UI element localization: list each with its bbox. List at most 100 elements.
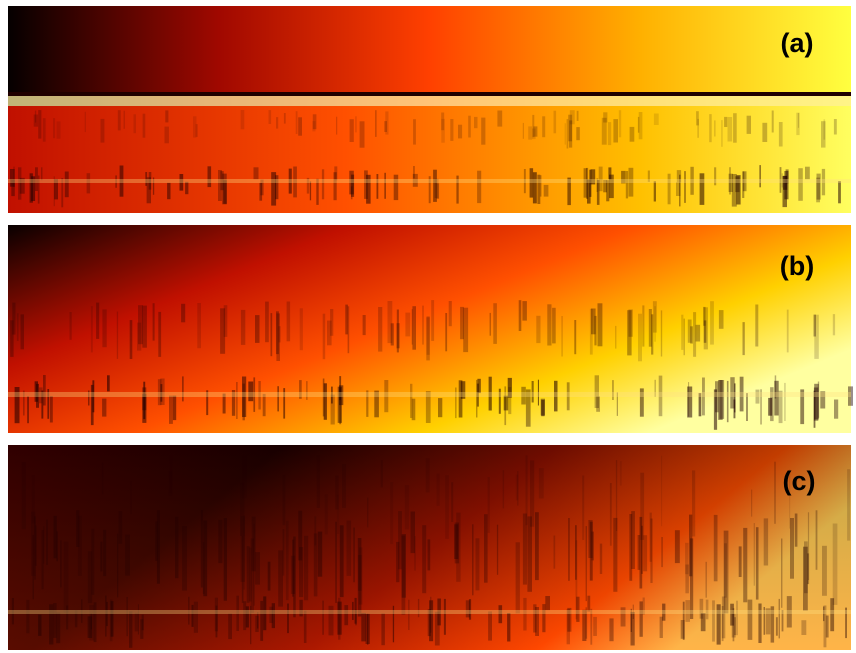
stripe <box>335 522 337 603</box>
stripe <box>125 535 130 576</box>
stripe <box>539 468 544 498</box>
stripe <box>532 381 534 403</box>
stripe <box>476 380 477 418</box>
stripe <box>165 110 168 122</box>
stripe <box>733 113 737 143</box>
stripe <box>582 476 584 541</box>
stripe <box>322 601 324 635</box>
stripe <box>719 310 724 329</box>
stripe <box>381 460 383 487</box>
stripe <box>532 115 534 137</box>
stripe <box>497 525 498 575</box>
stripe <box>609 618 613 641</box>
stripe <box>105 596 107 637</box>
stripe <box>260 601 263 641</box>
stripe <box>296 111 298 134</box>
stripe <box>826 616 829 638</box>
stripe <box>8 610 851 614</box>
stripe <box>712 600 715 641</box>
stripe <box>412 309 413 344</box>
stripe <box>283 475 286 525</box>
stripe <box>724 543 727 597</box>
stripe <box>275 175 278 199</box>
stripe <box>803 547 808 611</box>
stripe <box>254 167 259 179</box>
stripe <box>565 123 566 144</box>
stripe <box>463 308 468 352</box>
stripe <box>268 562 271 591</box>
stripe <box>533 172 537 203</box>
stripe <box>412 306 416 350</box>
stripe <box>57 121 61 138</box>
stripe <box>739 546 742 577</box>
stripe <box>587 596 590 612</box>
stripe <box>768 398 772 416</box>
stripe <box>414 536 415 571</box>
stripe <box>630 127 635 142</box>
stripe <box>626 171 628 198</box>
stripe <box>345 305 348 335</box>
stripe <box>278 550 283 606</box>
stripe <box>143 114 146 138</box>
stripe <box>527 516 532 591</box>
stripe <box>367 498 368 528</box>
stripe <box>542 604 545 632</box>
stripe <box>134 114 137 133</box>
stripe <box>472 524 473 595</box>
stripe <box>798 168 803 201</box>
stripe <box>554 111 557 134</box>
stripe <box>516 475 518 501</box>
stripe <box>337 602 341 635</box>
stripe <box>197 303 201 348</box>
stripe <box>50 396 53 422</box>
stripe <box>153 303 155 340</box>
stripe <box>26 600 29 633</box>
stripe <box>790 518 794 579</box>
stripe <box>170 455 173 493</box>
stripe <box>714 120 715 136</box>
stripe <box>422 525 426 593</box>
stripe <box>87 173 91 193</box>
stripe <box>661 456 662 526</box>
stripe <box>110 600 113 642</box>
stripe <box>64 542 69 613</box>
stripe <box>35 526 37 566</box>
stripe <box>381 613 385 645</box>
stripe <box>507 613 510 642</box>
stripe <box>615 326 616 349</box>
stripe <box>612 380 614 400</box>
stripe <box>821 121 826 147</box>
stripe <box>53 603 56 638</box>
stripe <box>779 122 783 147</box>
stripe <box>60 540 61 587</box>
stripe <box>384 173 386 199</box>
stripe <box>438 398 442 417</box>
stripe <box>706 600 709 620</box>
stripe <box>397 310 399 353</box>
stripe <box>340 525 344 597</box>
stripe <box>228 614 232 640</box>
stripe <box>246 606 249 627</box>
stripe <box>522 301 527 321</box>
stripe <box>298 511 302 561</box>
stripe <box>298 117 302 135</box>
stripe <box>642 305 644 346</box>
stripe <box>271 313 273 356</box>
stripe <box>249 548 252 602</box>
stripe <box>41 167 43 180</box>
stripe <box>70 312 72 340</box>
stripe <box>727 381 729 422</box>
stripe <box>325 494 328 534</box>
stripe <box>781 539 782 608</box>
stripe <box>758 604 761 644</box>
stripe <box>27 396 29 423</box>
stripe <box>589 170 591 197</box>
stripe <box>444 599 446 635</box>
stripe <box>504 396 509 411</box>
stripe <box>751 490 752 517</box>
stripe <box>413 166 415 178</box>
stripe <box>675 530 680 563</box>
stripe <box>405 313 410 337</box>
stripe <box>684 171 685 203</box>
panel-label: (c) <box>783 466 816 496</box>
